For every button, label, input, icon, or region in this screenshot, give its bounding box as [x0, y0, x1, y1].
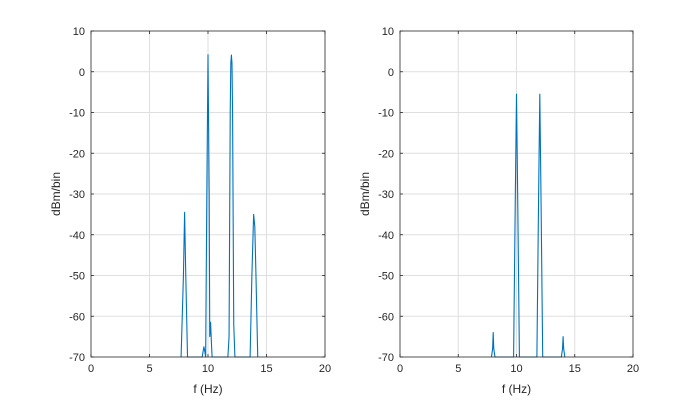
x-tick-label: 20	[627, 363, 639, 375]
y-tick-label: -60	[69, 311, 85, 323]
y-tick-label: 0	[388, 67, 394, 79]
y-tick-label: -60	[378, 311, 394, 323]
x-tick-label: 20	[319, 363, 331, 375]
x-tick-label: 0	[88, 363, 94, 375]
x-axis-label: f (Hz)	[502, 382, 531, 396]
y-axis-label: dBm/bin	[49, 172, 63, 216]
y-axis-label: dBm/bin	[358, 172, 372, 216]
y-tick-label: 10	[73, 26, 85, 38]
y-tick-label: -30	[378, 189, 394, 201]
y-tick-label: -20	[378, 148, 394, 160]
x-tick-label: 5	[455, 363, 461, 375]
y-tick-label: -40	[69, 230, 85, 242]
y-tick-label: -50	[69, 271, 85, 283]
y-tick-label: -10	[378, 108, 394, 120]
x-tick-label: 10	[510, 363, 522, 375]
x-tick-label: 0	[397, 363, 403, 375]
y-tick-label: -10	[69, 108, 85, 120]
x-tick-label: 10	[202, 363, 214, 375]
y-tick-label: -20	[69, 148, 85, 160]
y-tick-label: -30	[69, 189, 85, 201]
chart-panel-1: 0 5 10 15 20 10 0 -10 -20 -30 -40 -50 -60 -70 f (Hz) dB…	[49, 26, 331, 396]
y-tick-label: 0	[79, 67, 85, 79]
y-tick-label: -40	[378, 230, 394, 242]
y-tick-label: 10	[382, 26, 394, 38]
x-tick-label: 15	[260, 363, 272, 375]
y-tick-label: -70	[69, 352, 85, 364]
chart-panel-2: 0 5 10 15 20 10 0 -10 -20 -30 -40 -50 -60 -70 f (Hz) dB…	[358, 26, 639, 396]
y-tick-label: -70	[378, 352, 394, 364]
x-tick-label: 15	[569, 363, 581, 375]
x-tick-label: 5	[146, 363, 152, 375]
x-axis-label: f (Hz)	[193, 382, 222, 396]
y-tick-label: -50	[378, 271, 394, 283]
